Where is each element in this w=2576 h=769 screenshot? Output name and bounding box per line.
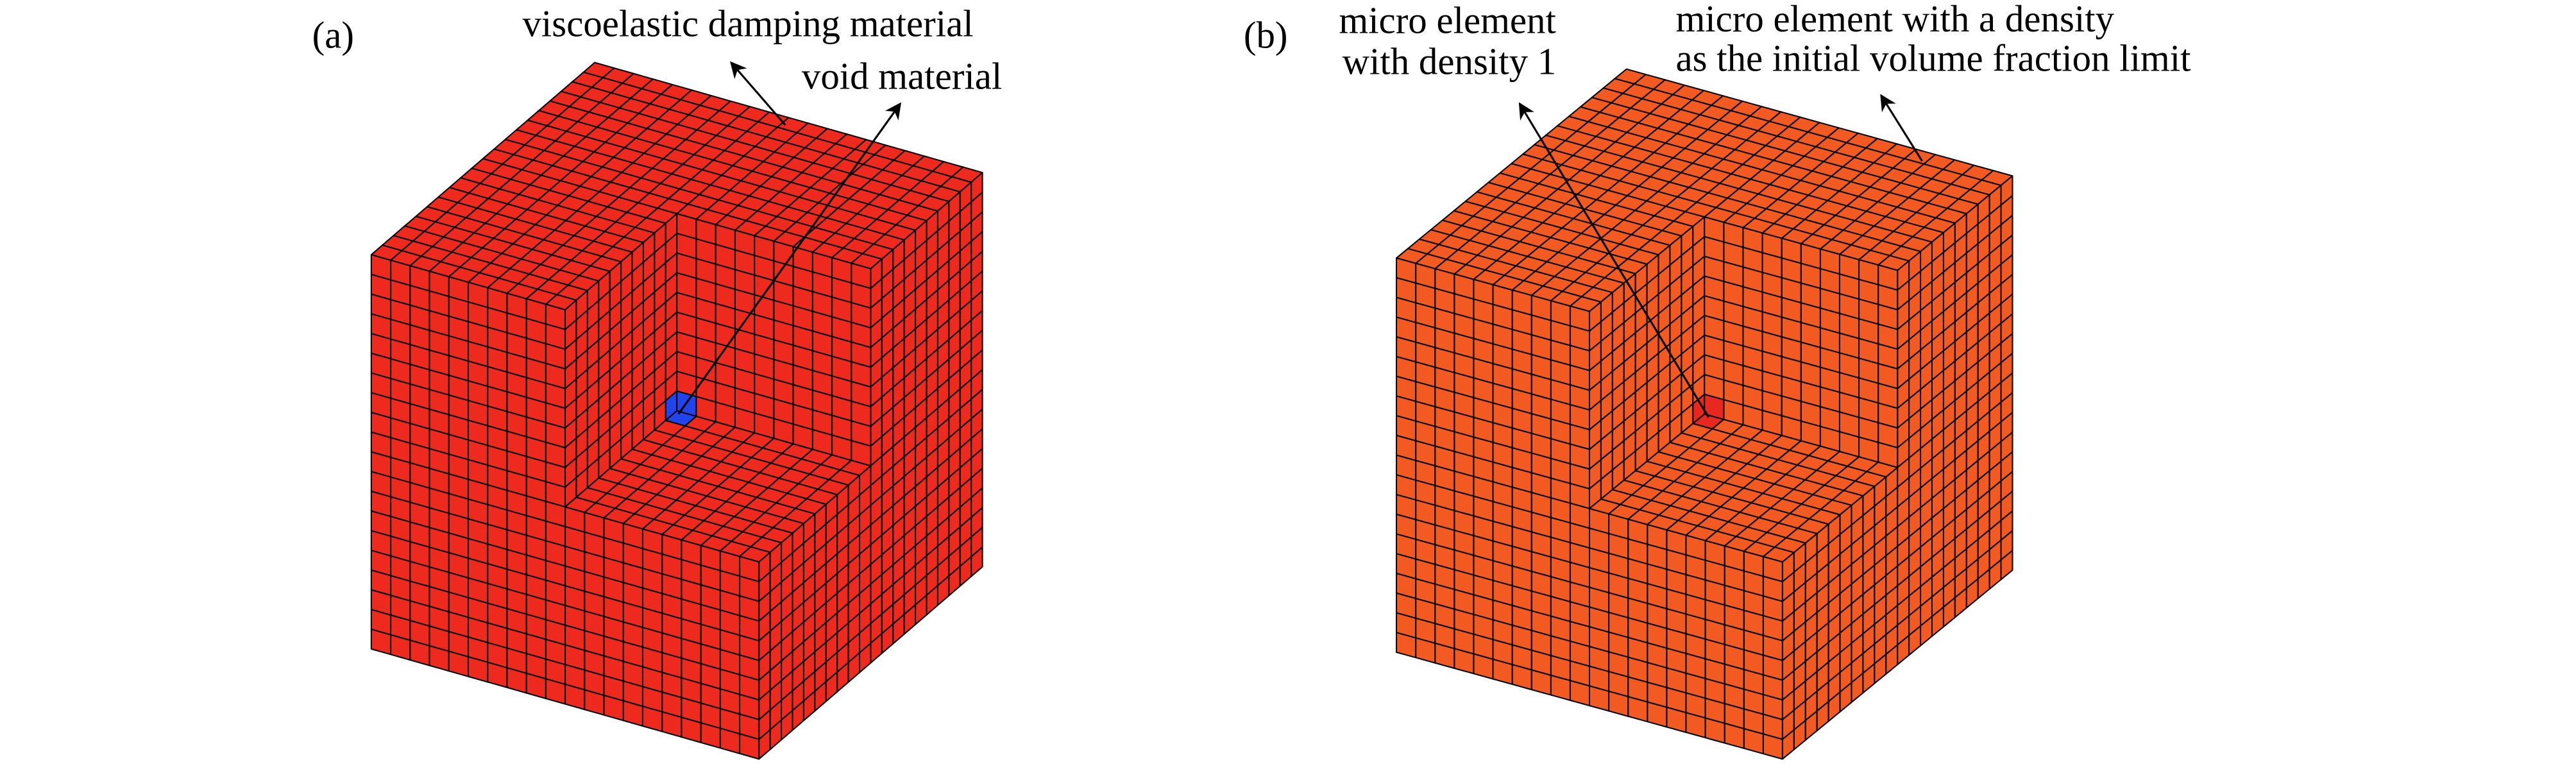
panel-label: (b) [1244, 14, 1288, 56]
mesh-cell [1704, 393, 1725, 420]
mesh-cell [1614, 68, 1647, 85]
arrow [1518, 102, 1709, 418]
mesh-cell [582, 62, 615, 79]
cube-mesh-a [370, 62, 983, 760]
annotation: with density 1 [1343, 40, 1557, 82]
annotation: micro element [1339, 0, 1556, 41]
annotation: void material [802, 55, 1002, 97]
mesh-cell [970, 546, 983, 577]
mesh-cell [1396, 632, 1417, 659]
arrow [730, 61, 786, 126]
arrow [1880, 94, 1923, 162]
annotation: viscoelastic damping material [522, 3, 973, 45]
mesh-cell [2000, 550, 2013, 580]
panel-label: (a) [312, 14, 354, 56]
annotation: as the initial volume fraction limit [1675, 37, 2191, 79]
arrow [677, 102, 902, 415]
cube-mesh-b [1396, 68, 2013, 760]
annotation: micro element with a density [1675, 0, 2114, 40]
mesh-cell [370, 629, 392, 655]
